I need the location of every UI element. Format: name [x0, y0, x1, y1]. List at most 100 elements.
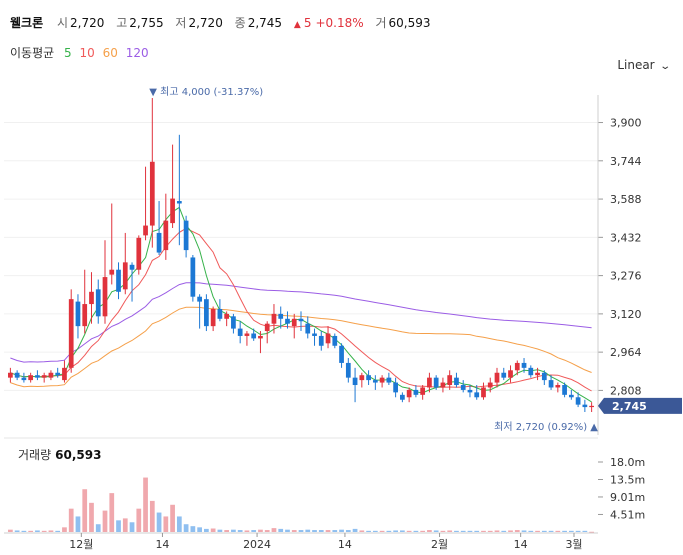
candle-body	[14, 372, 20, 378]
candle-body	[197, 296, 202, 302]
volume-bar	[143, 477, 148, 532]
high-label: 고	[116, 16, 128, 30]
candle-body	[210, 308, 216, 327]
candle-body	[122, 262, 128, 290]
volume-bars	[4, 437, 598, 533]
candle-up	[122, 232, 128, 295]
candle-down	[129, 262, 135, 302]
candle-up	[41, 372, 47, 383]
change-up-icon: ▲	[293, 20, 301, 30]
candle-down	[582, 399, 588, 412]
candle-body	[332, 335, 338, 346]
scale-dropdown[interactable]: Linear ⌄	[617, 58, 670, 72]
volume-bar	[231, 529, 236, 532]
volume-bar	[352, 528, 358, 532]
volume-bar	[210, 528, 216, 532]
candle-up	[62, 360, 67, 383]
volume-bar	[379, 530, 385, 532]
close-label: 종	[234, 16, 246, 30]
candle-body	[244, 333, 250, 336]
high-annotation: ▼ 최고 4,000 (-31.37%)	[149, 86, 263, 98]
candle-body	[460, 385, 466, 390]
candle-body	[129, 264, 135, 270]
candle-body	[487, 382, 493, 388]
candle-body	[339, 345, 344, 363]
scale-label: Linear	[617, 58, 655, 72]
volume-bar	[8, 529, 13, 532]
volume-bar	[460, 530, 466, 532]
candle-body	[400, 394, 405, 400]
candle-up	[271, 304, 277, 334]
candle-up	[210, 306, 216, 332]
volume-bar	[528, 530, 534, 532]
candle-down	[366, 370, 371, 386]
candle-down	[14, 370, 20, 381]
candle-down	[21, 372, 27, 383]
candle-down	[352, 367, 358, 403]
candle-body	[345, 362, 351, 378]
volume-bar	[345, 530, 351, 532]
moving-average-legend[interactable]: 이동평균 5 10 60 120	[10, 44, 153, 61]
candle-body	[562, 385, 567, 395]
volume-bar	[318, 530, 324, 532]
candle-down	[318, 331, 324, 351]
candle-body	[156, 232, 162, 253]
low-annotation: 최저 2,720 (0.92%) ▲	[494, 421, 598, 433]
price-tick-label: 2,964	[610, 346, 642, 359]
volume-bar	[35, 530, 40, 532]
volume-tick-label: 13.5m	[610, 474, 645, 487]
volume-title-label: 거래량	[18, 448, 52, 462]
candle-down	[190, 255, 196, 302]
candle-up	[258, 331, 263, 354]
volume-bar	[28, 530, 34, 532]
volume-bar	[359, 530, 365, 532]
volume-bar	[183, 524, 189, 532]
volume-bar	[197, 527, 202, 532]
volume-bar	[339, 529, 344, 532]
volume-bar	[413, 530, 419, 532]
candle-body	[393, 382, 398, 393]
candle-down	[231, 313, 236, 334]
candle-body	[575, 397, 581, 405]
volume-bar	[244, 530, 250, 532]
candle-body	[258, 335, 263, 339]
candle-body	[318, 335, 324, 346]
candle-body	[454, 377, 459, 386]
candle-up	[508, 365, 513, 383]
price-tag-label: 2,745	[612, 400, 647, 413]
candle-down	[454, 372, 459, 388]
candle-up	[447, 370, 453, 390]
candle-body	[41, 375, 47, 378]
candle-body	[75, 301, 81, 327]
candle-up	[102, 240, 108, 324]
open-value: 2,720	[70, 16, 105, 30]
volume-bar	[575, 530, 581, 532]
candle-down	[35, 370, 40, 381]
candle-down	[433, 375, 439, 390]
volume-bar	[190, 526, 196, 532]
volume-tick-label: 18.0m	[610, 456, 645, 469]
candle-body	[190, 257, 196, 297]
volume-bar	[62, 527, 67, 532]
price-tick-label: 3,120	[610, 308, 642, 321]
candle-body	[109, 269, 115, 275]
candle-up	[440, 377, 446, 393]
close-value: 2,745	[247, 16, 283, 30]
candle-body	[183, 220, 189, 251]
candle-up	[163, 193, 169, 260]
candle-body	[386, 377, 392, 383]
volume-bar	[521, 530, 527, 532]
stock-name: 웰크론	[10, 16, 44, 30]
candle-down	[501, 367, 507, 381]
candle-body	[568, 394, 574, 398]
candle-up	[264, 321, 270, 344]
candle-body	[514, 362, 520, 371]
candle-body	[231, 316, 236, 329]
change-percent: +0.18%	[315, 16, 364, 30]
candle-down	[237, 321, 243, 344]
volume-bar	[589, 531, 594, 533]
candle-up	[244, 331, 250, 346]
axes: 3,900 3,744 3,588 3,432 3,276 3,120 2,964 2,808…	[4, 95, 645, 551]
ma-120-label: 120	[125, 46, 149, 60]
